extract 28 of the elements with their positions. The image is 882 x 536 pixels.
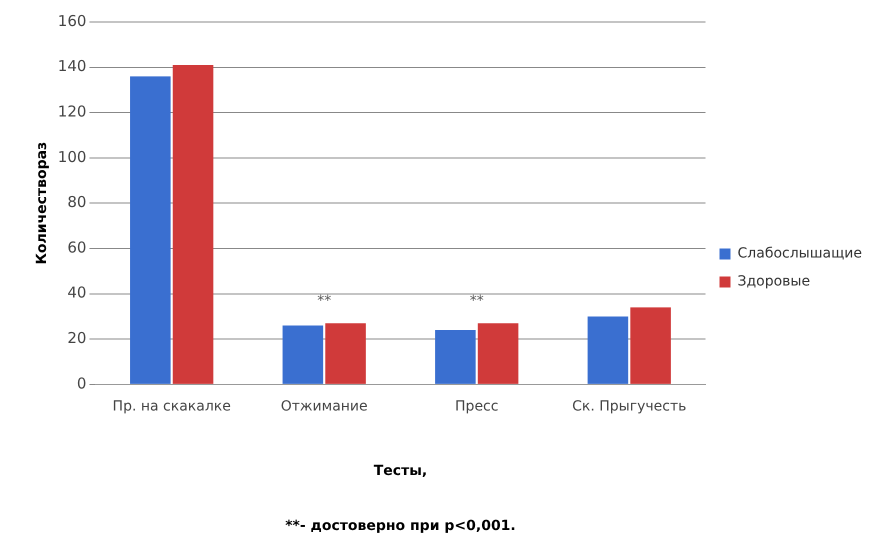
bar — [435, 330, 476, 384]
bar — [282, 326, 324, 384]
bar — [630, 307, 671, 384]
bar — [478, 323, 518, 384]
bar — [172, 65, 214, 384]
legend-label: Слабослышащие — [738, 246, 862, 262]
text: **- достоверно при p<0,001. — [285, 518, 516, 534]
x-tick-label: Отжимание — [280, 398, 368, 414]
annotation: ** — [317, 292, 332, 309]
y-tick-label: 0 — [76, 374, 86, 392]
y-tick-label: 140 — [58, 57, 86, 76]
bar — [130, 76, 171, 384]
x-axis-title: Тесты, — [374, 463, 428, 480]
y-tick-label: 100 — [58, 148, 86, 166]
bar — [588, 316, 628, 384]
y-tick-label: 60 — [67, 238, 86, 256]
y-tick-label: 80 — [67, 193, 86, 212]
x-tick-label: Пресс — [455, 398, 498, 414]
y-axis-title: Количествораз — [34, 142, 50, 265]
x-tick-label: Ск. Прыгучесть — [572, 398, 686, 414]
y-tick-label: 40 — [67, 284, 86, 302]
legend-label: Здоровые — [738, 274, 810, 290]
y-tick-label: 160 — [58, 12, 86, 30]
bar — [325, 323, 366, 384]
y-tick-label: 20 — [67, 328, 86, 347]
y-tick-label: 120 — [58, 102, 86, 120]
x-tick-label: Пр. на скакалке — [112, 398, 231, 414]
annotation: ** — [470, 292, 484, 309]
